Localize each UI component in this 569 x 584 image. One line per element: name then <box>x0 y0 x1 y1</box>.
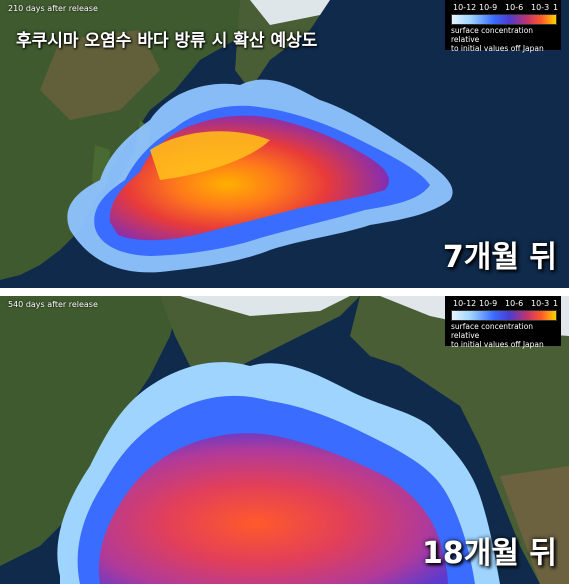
legend-caption-line: surface concentration relative <box>451 322 534 340</box>
period-label: 18개월 뒤 <box>422 536 557 571</box>
legend-tick: 10-6 <box>505 3 524 12</box>
legend-caption-line: to initial values off Japan <box>451 340 544 349</box>
legend-caption: surface concentration relative to initia… <box>451 322 559 349</box>
legend-tick: 1 <box>553 3 559 12</box>
legend-tick: 10-12 <box>453 3 477 12</box>
kamchatka-landmass <box>235 0 330 90</box>
legend-tick: 1 <box>553 299 559 308</box>
asia-landmass <box>0 296 180 566</box>
legend-caption-line: surface concentration relative <box>451 26 534 44</box>
bottom-map-image <box>0 296 569 584</box>
snow-cap <box>180 296 350 316</box>
legend-tick: 10-6 <box>505 299 524 308</box>
siberia-landmass <box>160 296 360 376</box>
legend-tick: 10-3 <box>531 299 550 308</box>
top-map-panel: 210 days after release 후쿠시마 오염수 바다 방류 시 … <box>0 0 569 288</box>
legend-ticks: 10-12 10-9 10-6 10-3 1 <box>449 299 559 311</box>
panel-divider <box>0 288 569 296</box>
color-legend: 10-12 10-9 10-6 10-3 1 surface concentra… <box>445 0 561 53</box>
legend-tick: 10-3 <box>531 3 550 12</box>
north-america-desert <box>500 466 569 584</box>
period-label: 7개월 뒤 <box>442 240 557 275</box>
days-after-release-label: 540 days after release <box>8 300 98 309</box>
plume-hotspot <box>150 131 270 180</box>
legend-color-bar <box>451 14 557 25</box>
asia-desert <box>40 30 160 120</box>
legend-tick: 10-9 <box>479 3 498 12</box>
legend-tick: 10-12 <box>453 299 477 308</box>
legend-tick: 10-9 <box>479 299 498 308</box>
legend-caption: surface concentration relative to initia… <box>451 26 559 53</box>
days-after-release-label: 210 days after release <box>8 4 98 13</box>
bottom-map-panel: 540 days after release 10-12 10-9 10-6 1… <box>0 296 569 584</box>
legend-ticks: 10-12 10-9 10-6 10-3 1 <box>449 3 559 15</box>
legend-caption-line: to initial values off Japan <box>451 44 544 53</box>
color-legend: 10-12 10-9 10-6 10-3 1 surface concentra… <box>445 296 561 349</box>
page-title: 후쿠시마 오염수 바다 방류 시 확산 예상도 <box>16 31 318 51</box>
legend-color-bar <box>451 310 557 321</box>
plume-core <box>98 433 448 584</box>
snow-cap <box>250 0 330 25</box>
